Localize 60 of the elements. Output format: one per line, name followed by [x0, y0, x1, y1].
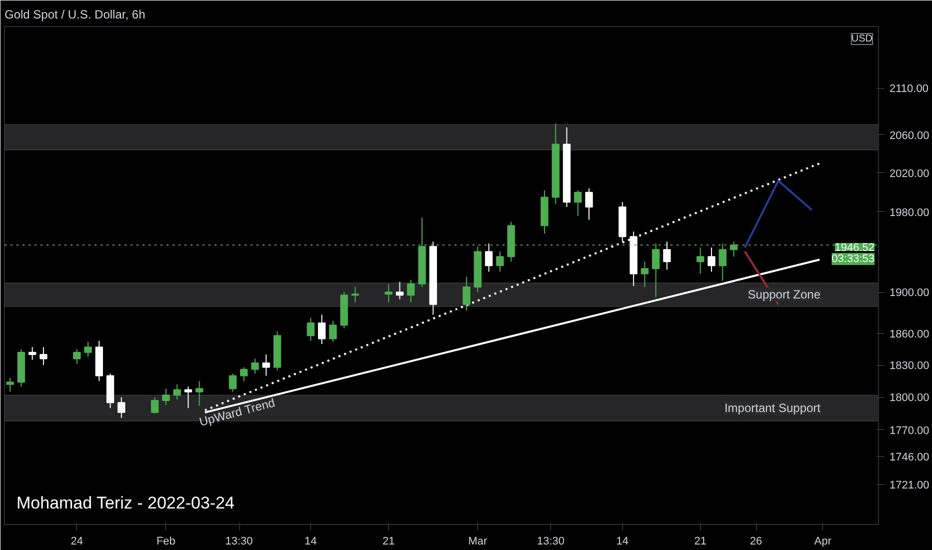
candlestick	[696, 247, 704, 274]
y-tick-label: 1860.00	[890, 328, 930, 340]
candlestick	[162, 388, 170, 406]
y-tick-label: 2060.00	[890, 130, 930, 142]
candlestick	[251, 358, 259, 374]
x-tick-label: Apr	[814, 536, 832, 548]
candlestick	[184, 386, 192, 409]
band-label: Support Zone	[748, 288, 821, 302]
candlestick	[384, 283, 392, 303]
candlestick	[73, 348, 81, 365]
candlestick	[318, 314, 326, 344]
x-tick-label: 13:30	[225, 536, 253, 548]
x-tick-label: 14	[304, 536, 317, 548]
candlestick	[329, 320, 337, 342]
candlestick	[663, 241, 671, 270]
candlestick	[407, 279, 415, 303]
x-tick-label: Mar	[468, 536, 488, 548]
candlestick	[496, 251, 504, 272]
candlestick	[84, 341, 92, 358]
x-tick-label: 13:30	[536, 536, 565, 548]
candlestick	[585, 188, 593, 220]
candlestick	[351, 286, 360, 303]
candlestick	[462, 276, 470, 312]
candlestick	[262, 354, 270, 376]
y-tick-label: 1830.00	[890, 360, 930, 372]
candlestick	[150, 396, 159, 414]
candlestick	[173, 384, 181, 400]
x-tick-label: 14	[616, 536, 629, 548]
candlestick	[118, 396, 126, 418]
candlestick	[708, 247, 716, 272]
x-tick-label: 24	[70, 536, 83, 548]
chart-title: Gold Spot / U.S. Dollar, 6h	[4, 8, 146, 22]
y-tick-label: 1770.00	[890, 424, 930, 437]
y-tick-label: 2020.00	[890, 168, 930, 180]
x-tick-label: Feb	[156, 536, 176, 548]
x-tick-label: 26	[750, 536, 762, 548]
candlestick	[240, 366, 248, 382]
candlestick	[228, 373, 237, 392]
annotation: USD	[851, 34, 873, 44]
candlestick	[6, 377, 14, 392]
y-tick-label: 2110.00	[890, 83, 928, 96]
y-tick-label: 1980.00	[890, 206, 930, 219]
candlestick	[306, 317, 315, 342]
candlestick	[640, 261, 649, 288]
candlestick	[40, 346, 48, 366]
annotation: Mohamad Teriz - 2022-03-24	[16, 494, 234, 512]
annotation: 03:33:53	[832, 253, 875, 266]
y-tick-label: 1900.00	[890, 287, 930, 300]
candlestick	[28, 346, 36, 360]
y-tick-label: 1746.00	[890, 451, 930, 464]
annotation: UpWard Trend	[198, 396, 276, 429]
band-label: Important Support	[724, 401, 822, 416]
y-tick-label: 1721.00	[890, 480, 930, 492]
x-tick-label: 21	[694, 536, 706, 548]
y-tick-label: 1800.00	[890, 392, 930, 404]
candlestick	[574, 190, 582, 216]
candlestick	[396, 281, 404, 300]
candlestick	[196, 380, 204, 406]
candlestick	[484, 243, 493, 272]
x-tick-label: 21	[382, 536, 395, 548]
